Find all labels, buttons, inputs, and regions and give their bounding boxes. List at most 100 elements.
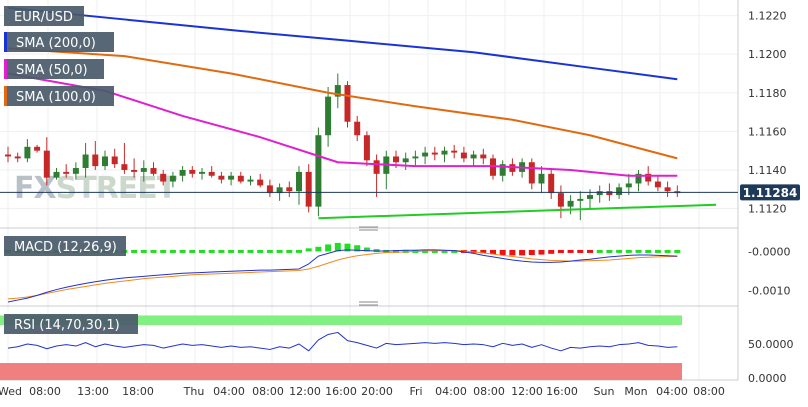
macd-histogram-bar — [208, 249, 215, 253]
candle-body — [189, 169, 196, 174]
candle-body — [34, 146, 41, 151]
candle-body — [72, 168, 79, 174]
x-axis-tick-labels: Wed 08:00 13:00 18:00 Thu 04:00 08:00 12:00 16:0… — [0, 385, 725, 398]
candle-body — [150, 168, 157, 174]
candle-body — [460, 152, 467, 159]
candle-body — [567, 200, 574, 207]
candle-body — [296, 171, 302, 192]
macd-histogram-bar — [480, 249, 487, 254]
macd-histogram-bar — [218, 249, 225, 253]
legend-rsi[interactable]: RSI (14,70,30,1) — [4, 314, 138, 334]
macd-histogram-bar — [616, 249, 623, 253]
legend-sma50[interactable]: SMA (50,0) — [4, 59, 104, 79]
legend-sma200[interactable]: SMA (200,0) — [4, 32, 114, 52]
candle-body — [218, 175, 225, 180]
indicator-lines — [7, 6, 717, 352]
candle-body — [499, 164, 506, 176]
candle-body — [82, 154, 89, 169]
rsi-overbought-zone — [0, 315, 682, 325]
legend-macd-label: MACD (12,26,9) — [14, 240, 117, 255]
macd-histogram-bar — [654, 249, 661, 253]
macd-histogram-bar — [363, 247, 370, 252]
candle-body — [63, 171, 70, 174]
candle-body — [276, 187, 283, 194]
x-tick-label: 08:00 — [29, 385, 61, 398]
fxstreet-watermark: FXSTREET — [14, 171, 179, 206]
macd-histogram-bar — [257, 249, 264, 253]
legend-sma50-label: SMA (50,0) — [16, 63, 88, 78]
macd-signal-line — [7, 250, 678, 300]
price-tick-label: 1.1140 — [748, 164, 787, 177]
macd-histogram-bar — [199, 249, 205, 253]
candle-body — [625, 183, 632, 188]
legend-sma100-label: SMA (100,0) — [16, 90, 96, 105]
candle-body — [14, 156, 21, 159]
macd-histogram-bar — [625, 249, 632, 253]
macd-histogram-bar — [334, 242, 341, 252]
candle-body — [431, 152, 438, 155]
candle-body — [363, 135, 370, 161]
candle-body — [480, 154, 487, 159]
support-trendline — [318, 203, 717, 220]
candle-body — [315, 135, 322, 207]
macd-histogram-bar — [160, 249, 167, 253]
candle-body — [131, 169, 138, 172]
panel-resize-handle-rsi[interactable] — [359, 301, 378, 306]
candle-body — [53, 171, 60, 178]
rsi-line — [7, 331, 678, 352]
candle-body — [247, 179, 254, 182]
watermark-street: STREET — [56, 171, 178, 206]
candle-body — [596, 191, 603, 196]
candle-body — [179, 169, 186, 176]
legend-macd[interactable]: MACD (12,26,9) — [4, 236, 126, 256]
legend-symbol[interactable]: EUR/USD — [4, 6, 84, 26]
candle-body — [538, 173, 545, 184]
macd-histogram-bar — [169, 249, 176, 253]
macd-histogram-bar — [276, 249, 283, 253]
macd-histogram-bar — [509, 249, 516, 256]
macd-histogram-bar — [635, 249, 642, 253]
candle-body — [140, 168, 147, 172]
macd-histogram-bar — [286, 249, 293, 253]
macd-histogram-bar — [490, 249, 496, 255]
candle-body — [422, 152, 429, 157]
candle-body — [606, 191, 613, 196]
x-tick-label: 08:00 — [473, 385, 505, 398]
x-tick-label: 12:00 — [511, 385, 543, 398]
candle-body — [102, 156, 108, 167]
x-tick-label: 20:00 — [361, 385, 393, 398]
legend-sma100[interactable]: SMA (100,0) — [4, 86, 114, 106]
x-tick-label: 08:00 — [693, 385, 725, 398]
candle-body — [325, 96, 332, 136]
panel-resize-handle-macd[interactable] — [359, 226, 378, 231]
macd-histogram-bar — [131, 249, 138, 253]
x-tick-label: 18:00 — [122, 385, 154, 398]
macd-histogram-bar — [237, 249, 244, 253]
candle-body — [121, 164, 128, 170]
candle-body — [305, 171, 312, 207]
price-tick-label: 1.1180 — [748, 87, 787, 100]
candle-body — [24, 146, 31, 159]
candle-body — [208, 171, 215, 176]
macd-histogram-bar — [315, 246, 322, 252]
legend-symbol-label: EUR/USD — [14, 10, 73, 25]
x-tick-label: Fri — [409, 385, 422, 398]
candle-body — [451, 150, 458, 153]
candle-body — [373, 160, 380, 174]
price-tick-label: 1.1220 — [748, 10, 787, 23]
candle-body — [412, 156, 419, 159]
macd-histogram-bar — [266, 249, 273, 253]
candle-body — [528, 162, 535, 184]
x-tick-label: 04:00 — [435, 385, 467, 398]
macd-histogram-bar — [150, 249, 157, 253]
candle-body — [43, 150, 50, 178]
candle-body — [5, 154, 11, 157]
macd-histogram-bar — [645, 249, 652, 253]
x-tick-label: 04:00 — [213, 385, 245, 398]
macd-histogram-bar — [664, 249, 671, 253]
sma200-line — [7, 6, 678, 81]
rsi-oversold-zone — [0, 363, 682, 380]
macd-histogram-bar — [606, 249, 613, 253]
x-tick-label: Mon — [624, 385, 647, 398]
